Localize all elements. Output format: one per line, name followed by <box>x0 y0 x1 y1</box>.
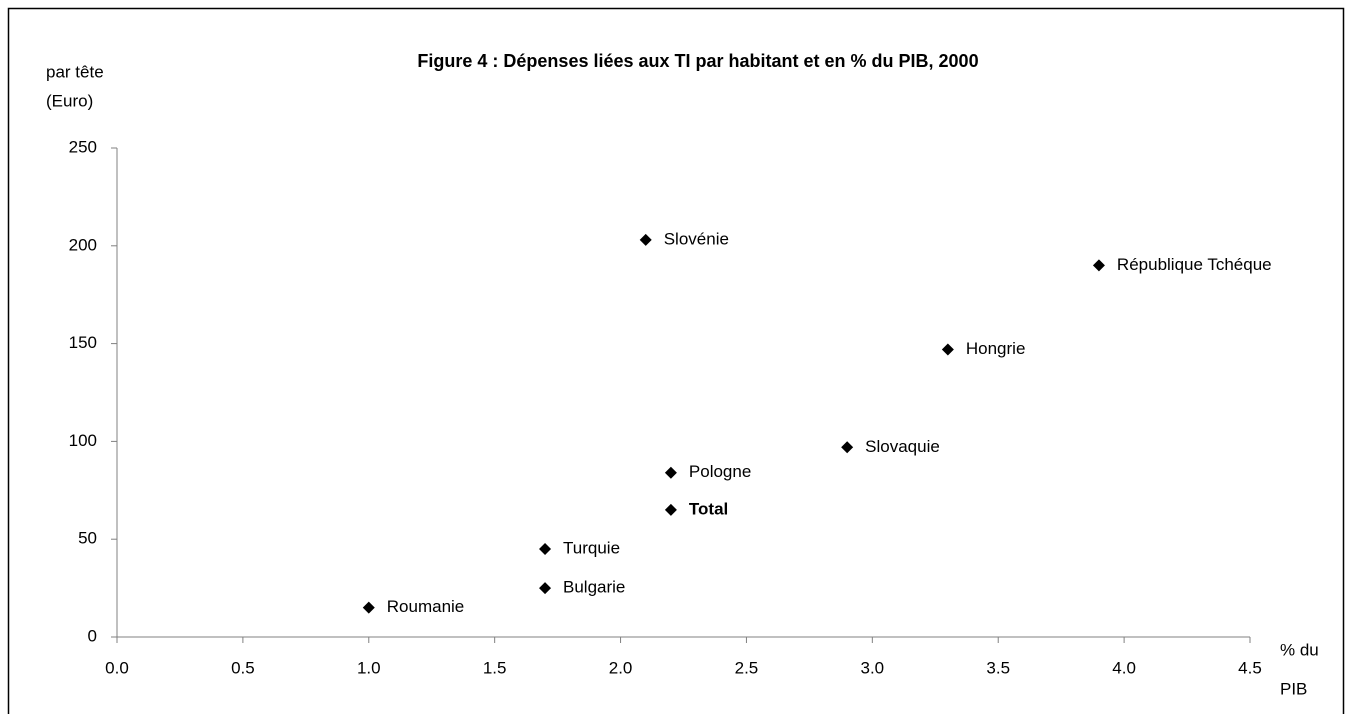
point <box>941 343 954 356</box>
chart-title: Figure 4 : Dépenses liées aux TI par hab… <box>417 51 978 71</box>
point-label: Turquie <box>563 538 620 557</box>
x-tick-label: 0.5 <box>231 658 255 677</box>
y-tick-label: 50 <box>78 529 97 548</box>
x-tick-label: 1.5 <box>483 658 507 677</box>
point-label: Pologne <box>689 462 751 481</box>
y-tick-label: 0 <box>88 626 97 645</box>
point-label: République Tchéque <box>1117 255 1272 274</box>
x-tick-label: 3.0 <box>861 658 885 677</box>
point <box>664 466 677 479</box>
x-tick-label: 3.5 <box>986 658 1010 677</box>
y-tick-label: 250 <box>69 137 97 156</box>
point <box>539 542 552 555</box>
x-axis-label: % du <box>1280 640 1319 659</box>
x-axis-label: PIB <box>1280 679 1307 698</box>
y-tick-label: 150 <box>69 333 97 352</box>
point <box>841 441 854 454</box>
y-tick-label: 100 <box>69 431 97 450</box>
y-axis-label: (Euro) <box>46 91 93 110</box>
y-axis-label: par tête <box>46 62 104 81</box>
x-tick-label: 4.0 <box>1112 658 1136 677</box>
x-tick-label: 2.0 <box>609 658 633 677</box>
point-label: Total <box>689 499 728 518</box>
point-label: Bulgarie <box>563 578 625 597</box>
x-tick-label: 0.0 <box>105 658 129 677</box>
x-tick-label: 1.0 <box>357 658 381 677</box>
point-label: Slovénie <box>664 229 729 248</box>
point-label: Hongrie <box>966 339 1026 358</box>
y-tick-label: 200 <box>69 235 97 254</box>
x-tick-label: 2.5 <box>735 658 759 677</box>
point <box>639 233 652 246</box>
x-tick-label: 4.5 <box>1238 658 1262 677</box>
point <box>362 601 375 614</box>
chart-border <box>7 7 1345 714</box>
point-label: Slovaquie <box>865 437 940 456</box>
point <box>664 503 677 516</box>
point-label: Roumanie <box>387 597 465 616</box>
point <box>539 582 552 595</box>
point <box>1092 259 1105 272</box>
